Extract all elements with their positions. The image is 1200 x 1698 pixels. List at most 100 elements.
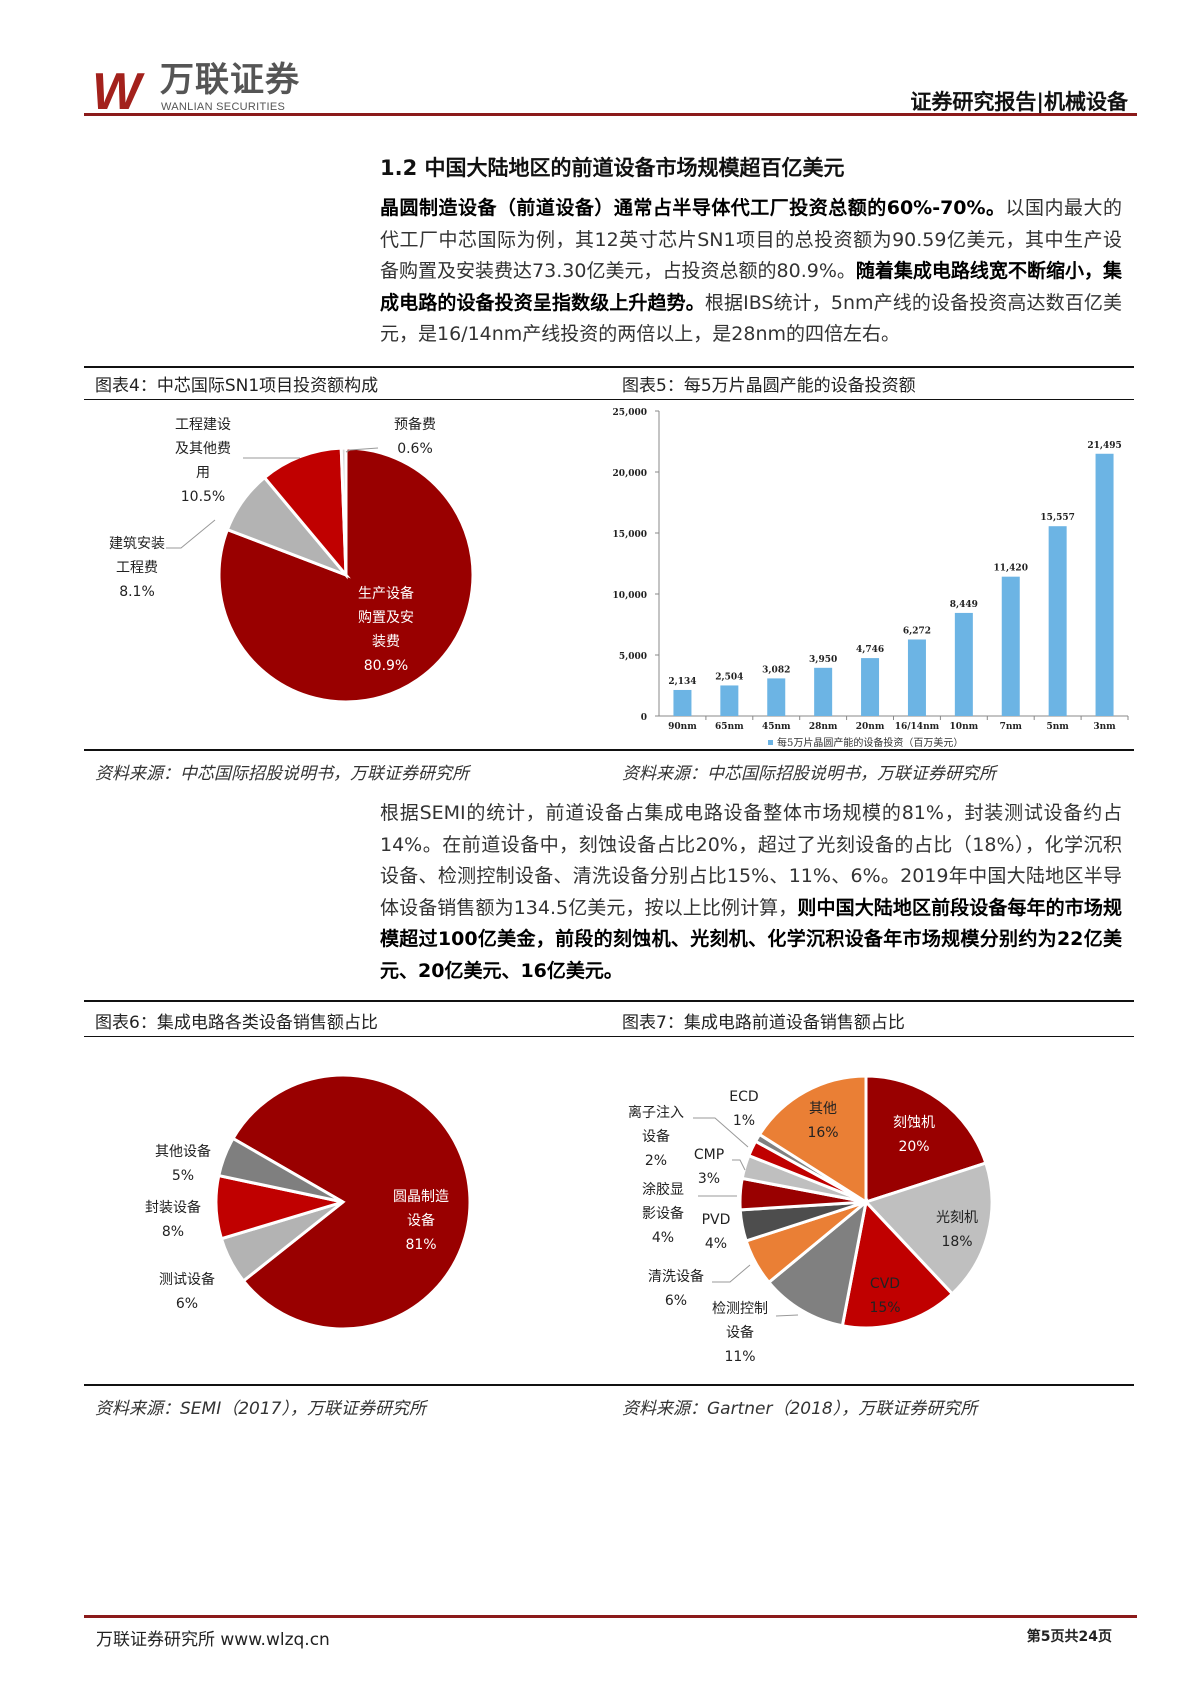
x-tick-label: 5nm bbox=[1046, 722, 1069, 732]
slice-label-line: CVD bbox=[869, 1276, 901, 1292]
slice-value: 3% bbox=[697, 1171, 721, 1187]
leader-line bbox=[732, 1159, 746, 1171]
slice-value: 11% bbox=[724, 1349, 756, 1365]
legend-swatch bbox=[768, 740, 773, 745]
footer-org: 万联证券研究所 www.wlzq.cn bbox=[96, 1630, 330, 1650]
pie-label: 检测控制 设备 11% bbox=[712, 1297, 768, 1369]
y-tick-label: 0 bbox=[641, 713, 647, 723]
logo-subtext: WANLIAN SECURITIES bbox=[161, 101, 286, 113]
slice-label-line: 生产设备 bbox=[358, 586, 414, 602]
bar-value-label: 21,495 bbox=[1087, 441, 1121, 451]
report-type: 证券研究报告|机械设备 bbox=[910, 89, 1128, 114]
pie-label: CMP 3% bbox=[694, 1143, 724, 1191]
figure-7-source: 资料来源：Gartner（2018），万联证券研究所 bbox=[622, 1399, 978, 1419]
bar bbox=[814, 667, 833, 716]
slice-label-line: 装费 bbox=[372, 634, 400, 650]
pie-label: 其他 16% bbox=[807, 1097, 838, 1145]
pie-slice bbox=[863, 1161, 994, 1296]
y-tick-label: 20,000 bbox=[613, 469, 647, 479]
pie-label: 预备费 0.6% bbox=[394, 413, 436, 461]
slice-value: 6% bbox=[175, 1296, 199, 1312]
slice-value: 15% bbox=[869, 1300, 901, 1316]
paragraph-1: 晶圆制造设备（前道设备）通常占半导体代工厂投资总额的60%-70%。以国内最大的… bbox=[380, 193, 1122, 351]
x-tick-label: 90nm bbox=[668, 722, 697, 732]
pie-label: 封装设备 8% bbox=[145, 1196, 201, 1244]
text-run: 以国内最大的代工厂中芯国际为例，其12英寸芯片SN1项目的总投资额为90.59亿… bbox=[380, 197, 1122, 283]
x-tick-label: 10nm bbox=[950, 722, 979, 732]
slice-label-line: 设备 bbox=[407, 1213, 435, 1229]
pie-label: 工程建设 及其他费用 10.5% bbox=[175, 413, 231, 509]
slice-value: 4% bbox=[704, 1236, 728, 1252]
pie-label: 清洗设备 6% bbox=[648, 1265, 704, 1313]
logo-text: 万联证券 bbox=[160, 60, 300, 100]
bar-value-label: 3,950 bbox=[809, 655, 837, 665]
divider bbox=[84, 1384, 1134, 1386]
bar bbox=[673, 689, 692, 716]
x-tick-label: 16/14nm bbox=[895, 722, 940, 732]
bar bbox=[1048, 526, 1067, 716]
pie-slice bbox=[216, 1136, 344, 1204]
leader-line bbox=[166, 519, 216, 549]
pie-slice bbox=[262, 446, 348, 580]
y-tick-label: 25,000 bbox=[613, 408, 647, 418]
slice-label-line: 建筑安装 bbox=[109, 536, 165, 552]
pie-label: 圆晶制造 设备 81% bbox=[393, 1185, 449, 1257]
bar-value-label: 11,420 bbox=[994, 564, 1028, 574]
logo-mark: W bbox=[92, 63, 141, 121]
header-divider bbox=[84, 113, 1137, 116]
bar-value-label: 8,449 bbox=[950, 600, 978, 610]
divider bbox=[84, 1000, 1134, 1002]
slice-label-line: 检测控制 bbox=[712, 1301, 768, 1317]
slice-label-line: 预备费 bbox=[394, 417, 436, 433]
bar-value-label: 3,082 bbox=[762, 665, 790, 675]
text-run: 根据SEMI的统计，前道设备占集成电路设备整体市场规模的81%，封装测试设备约占… bbox=[380, 802, 1122, 919]
bar-value-label: 2,134 bbox=[668, 677, 696, 687]
bold-text: 则中国大陆地区前段设备每年的市场规模超过100亿美金，前段的刻蚀机、光刻机、化学… bbox=[380, 896, 1122, 982]
pie-slice bbox=[864, 1074, 988, 1205]
pie-label: PVD 4% bbox=[702, 1208, 731, 1256]
x-tick-label: 28nm bbox=[809, 722, 838, 732]
figure-7-caption: 图表7：集成电路前道设备销售额占比 bbox=[622, 1013, 905, 1033]
figure-5-caption: 图表5：每5万片晶圆产能的设备投资额 bbox=[622, 376, 916, 396]
slice-value: 4% bbox=[651, 1230, 675, 1246]
bar bbox=[1095, 453, 1114, 716]
slice-value: 10.5% bbox=[180, 489, 226, 505]
x-tick-label: 7nm bbox=[1000, 722, 1023, 732]
slice-label-line: 离子注入 bbox=[628, 1105, 684, 1121]
pie-label: 生产设备 购置及安 装费 80.9% bbox=[358, 582, 414, 678]
x-tick-label: 65nm bbox=[715, 722, 744, 732]
divider bbox=[84, 1036, 1134, 1037]
slice-label-line: 刻蚀机 bbox=[893, 1115, 935, 1131]
slice-value: 16% bbox=[807, 1125, 839, 1141]
pie-label: 建筑安装 工程费 8.1% bbox=[109, 532, 165, 604]
leader-line bbox=[712, 1264, 751, 1283]
figure-6-caption: 图表6：集成电路各类设备销售额占比 bbox=[95, 1013, 378, 1033]
bar bbox=[907, 639, 926, 716]
slice-value: 8% bbox=[161, 1224, 185, 1240]
x-tick-label: 20nm bbox=[856, 722, 885, 732]
bar-value-label: 6,272 bbox=[903, 626, 931, 636]
slice-value: 5% bbox=[171, 1168, 195, 1184]
pie-slice bbox=[766, 1198, 869, 1328]
pie-label: 光刻机 18% bbox=[936, 1206, 978, 1254]
bar-value-label: 15,557 bbox=[1040, 513, 1074, 523]
footer-divider bbox=[84, 1615, 1137, 1618]
slice-value: 80.9% bbox=[363, 658, 409, 674]
figure-6-source: 资料来源：SEMI（2017），万联证券研究所 bbox=[95, 1399, 426, 1419]
slice-value: 2% bbox=[644, 1153, 668, 1169]
slice-label-line: 及其他费 bbox=[175, 441, 231, 457]
bold-text: 晶圆制造设备（前道设备）通常占半导体代工厂投资总额的60%-70%。 bbox=[380, 197, 1006, 219]
pie-label: 涂胶显 影设备 4% bbox=[642, 1178, 684, 1250]
divider bbox=[84, 399, 1134, 400]
bar bbox=[954, 612, 973, 716]
pie-slice bbox=[840, 1198, 955, 1330]
x-tick-label: 45nm bbox=[762, 722, 791, 732]
slice-label-line: 涂胶显 bbox=[642, 1182, 684, 1198]
y-tick-label: 15,000 bbox=[613, 530, 647, 540]
slice-value: 6% bbox=[664, 1293, 688, 1309]
bar bbox=[1001, 576, 1020, 716]
slice-label-line: 圆晶制造 bbox=[393, 1189, 449, 1205]
slice-label-line: PVD bbox=[701, 1212, 731, 1228]
slice-label-line: 封装设备 bbox=[145, 1200, 201, 1216]
